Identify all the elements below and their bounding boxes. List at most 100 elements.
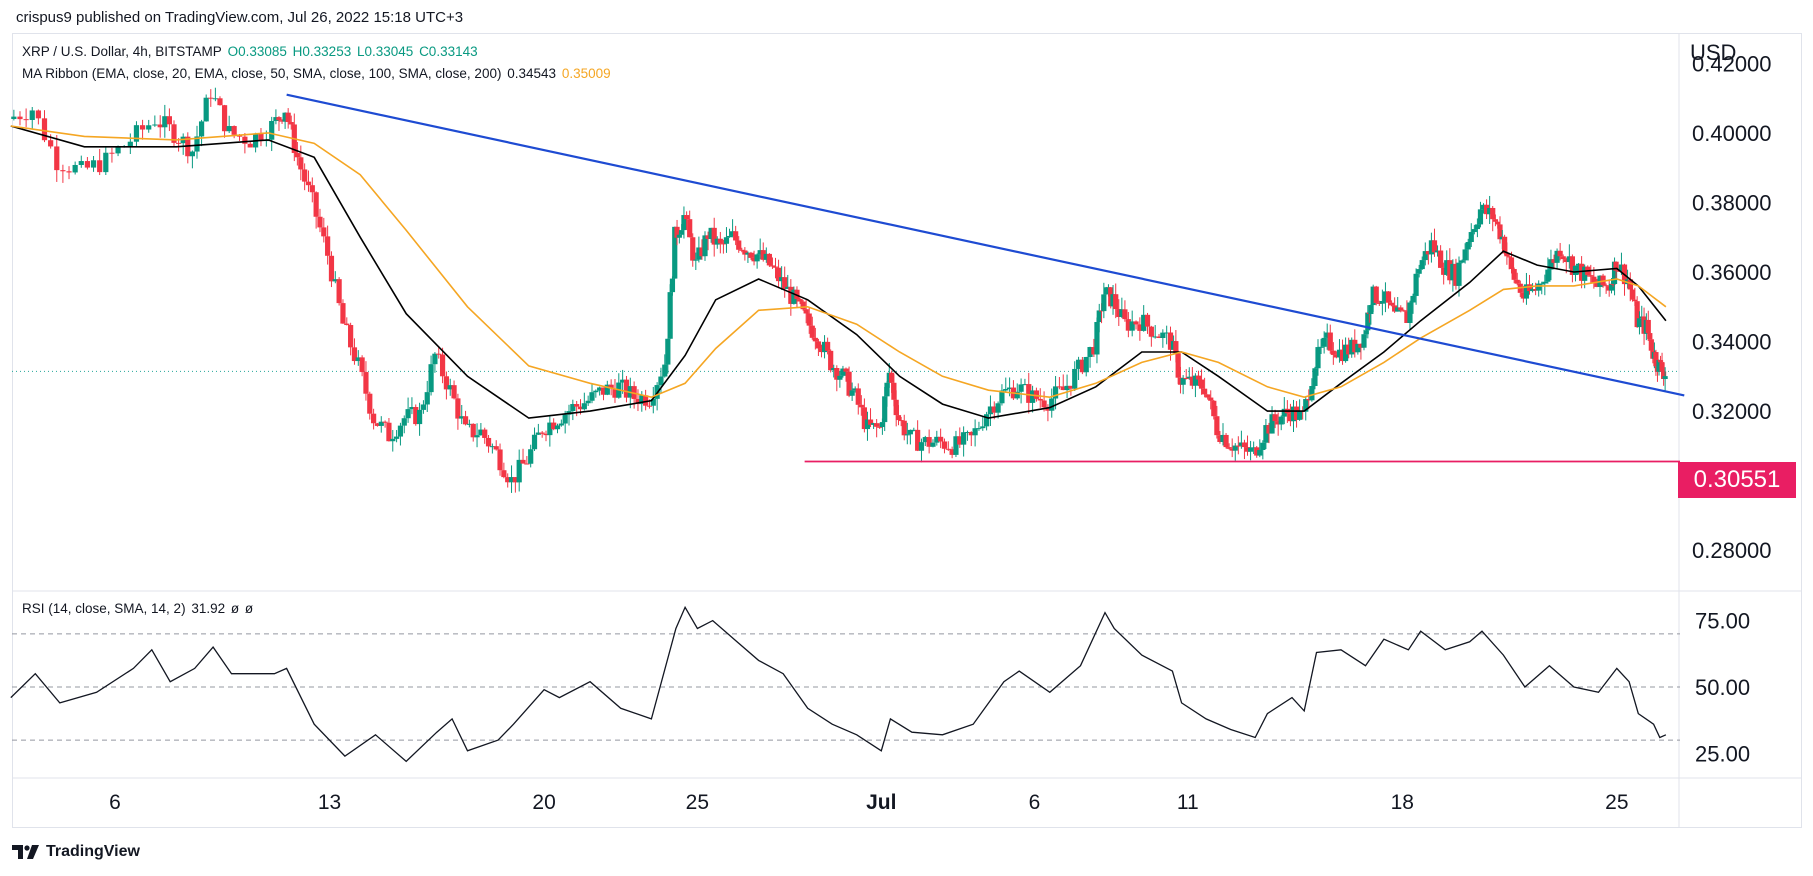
candle-body (451, 385, 457, 399)
candle-body (485, 437, 492, 447)
candle-body (1269, 414, 1275, 434)
candle-body (48, 140, 54, 147)
candle-body (198, 121, 205, 137)
candle-body (1490, 207, 1496, 220)
candle-body (763, 253, 769, 260)
candle-body (1610, 283, 1616, 285)
candle-body (1431, 240, 1438, 253)
candle-body (1520, 292, 1526, 299)
candle-body (702, 235, 708, 257)
candle-body (1217, 435, 1223, 442)
candle-body (162, 116, 168, 128)
candle-body (1202, 388, 1208, 395)
candle-body (858, 404, 864, 408)
candle-body (344, 323, 350, 326)
candle-body (203, 97, 209, 122)
candle-body (273, 117, 279, 121)
candle-body (864, 419, 871, 430)
candle-body (1551, 259, 1557, 263)
candle-body (1379, 300, 1385, 304)
candle-body (1083, 356, 1089, 373)
candle-body (332, 279, 338, 282)
candle-body (428, 364, 434, 393)
candle-body (189, 151, 195, 157)
candle-body (1611, 261, 1618, 285)
candle-body (672, 226, 678, 279)
candle-body (987, 406, 994, 415)
candle-body (708, 227, 714, 239)
candle-body (1533, 289, 1539, 291)
candle-body (1660, 371, 1667, 380)
candle-body (597, 387, 603, 391)
candle-body (1465, 242, 1471, 250)
candle-body (1468, 232, 1474, 243)
candle-body (1175, 353, 1181, 378)
candle-body (1395, 307, 1401, 312)
candle-body (543, 433, 549, 436)
candle-body (1137, 324, 1143, 331)
candle-body (1133, 321, 1139, 325)
candle-body (581, 403, 587, 410)
candle-body (90, 160, 97, 168)
currency-label: USD (1690, 40, 1737, 65)
candle-body (840, 368, 846, 376)
candle-body (127, 141, 133, 147)
candle-body (791, 289, 797, 304)
published-caption: crispus9 published on TradingView.com, J… (16, 9, 464, 26)
ema20-line (10, 125, 1667, 419)
ma50-value: 0.35009 (561, 66, 611, 81)
candle-body (171, 124, 177, 143)
candle-body (1339, 349, 1346, 362)
candle-body (397, 425, 404, 437)
candle-body (524, 463, 530, 465)
candle-body (766, 253, 772, 266)
candle-body (938, 436, 944, 442)
candle-body (359, 357, 365, 373)
candle-body (769, 265, 776, 267)
candle-body (1336, 349, 1343, 358)
descending-trendline[interactable] (286, 93, 1685, 397)
candle-body (1557, 250, 1563, 257)
candle-body (208, 97, 214, 99)
candle-body (949, 449, 955, 455)
candle-body (1241, 442, 1248, 448)
candle-body (1385, 291, 1392, 303)
candle-body (945, 448, 951, 450)
candle-body (714, 238, 720, 245)
ohlc-open: O0.33085 (227, 44, 287, 59)
candle-body (1613, 261, 1619, 271)
rsi-label[interactable]: RSI (14, close, SMA, 14, 2) (22, 601, 186, 616)
candle-body (717, 238, 723, 244)
tradingview-logo[interactable]: TradingView (12, 843, 140, 861)
candle-body (1456, 262, 1462, 286)
candle-body (1603, 285, 1609, 287)
candle-body (1324, 332, 1330, 338)
candle-body (1539, 283, 1545, 285)
candle-body (930, 442, 936, 447)
candle-body (1266, 425, 1272, 434)
candle-body (367, 393, 373, 414)
candle-body (1156, 336, 1162, 338)
candle-body (133, 125, 140, 142)
candle-body (382, 421, 388, 423)
candle-body (363, 372, 369, 394)
symbol-name[interactable]: XRP / U.S. Dollar, 4h, BITSTAMP (22, 44, 222, 59)
candle-body (1506, 256, 1512, 258)
candle-body (1235, 445, 1241, 447)
ma-ribbon-label[interactable]: MA Ribbon (EMA, close, 20, EMA, close, 5… (22, 66, 502, 81)
candle-body (493, 446, 499, 450)
candle-body (837, 375, 843, 380)
candle-body (608, 384, 614, 389)
candle-body (585, 400, 591, 404)
candle-body (1511, 269, 1517, 280)
candle-body (371, 413, 377, 424)
candle-body (742, 250, 748, 255)
candle-body (788, 286, 794, 304)
candle-body (874, 423, 880, 427)
candle-body (1594, 283, 1600, 287)
candle-body (424, 392, 430, 405)
candle-body (1523, 284, 1530, 299)
candle-body (1072, 368, 1078, 389)
candle-body (1480, 204, 1487, 210)
